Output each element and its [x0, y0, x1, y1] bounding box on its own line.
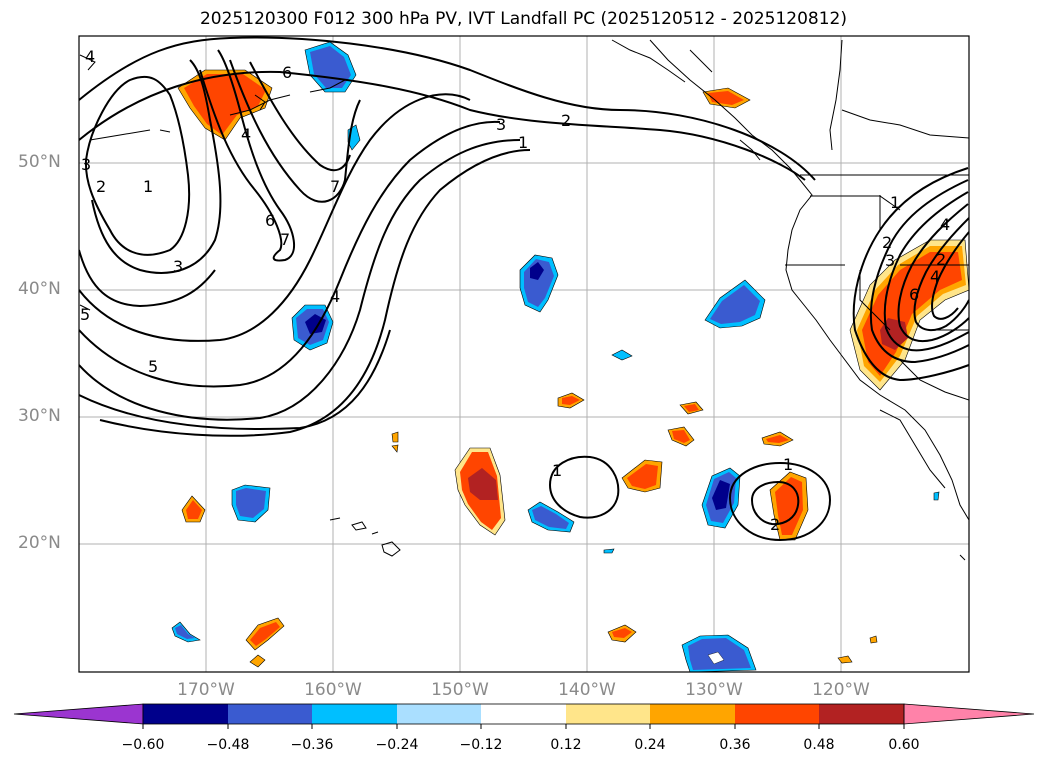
colorbar-tick-label: 0.36 — [719, 737, 751, 753]
colorbar-tick-label: −0.60 — [121, 737, 165, 753]
lat-label-50n: 50°N — [18, 152, 61, 172]
colorbar-bin — [735, 704, 819, 724]
pv-positive-anomalies — [177, 69, 969, 668]
svg-text:4: 4 — [930, 267, 940, 286]
colorbar-tick-label: −0.24 — [375, 737, 419, 753]
svg-text:3: 3 — [173, 257, 183, 276]
colorbar-extend-high — [903, 703, 1035, 725]
svg-text:1: 1 — [518, 133, 528, 152]
svg-text:7: 7 — [330, 177, 340, 196]
svg-text:5: 5 — [80, 305, 90, 324]
colorbar-bin — [566, 704, 650, 724]
pv-negative-anomalies — [171, 41, 940, 672]
svg-text:1: 1 — [890, 193, 900, 212]
svg-text:2: 2 — [96, 177, 106, 196]
colorbar-bin — [228, 704, 312, 724]
svg-text:7: 7 — [280, 230, 290, 249]
svg-text:2: 2 — [936, 250, 946, 269]
lon-label-170w: 170°W — [177, 680, 235, 700]
svg-text:2: 2 — [882, 233, 892, 252]
lat-label-40n: 40°N — [18, 279, 61, 299]
svg-text:4: 4 — [330, 287, 340, 306]
svg-text:2: 2 — [561, 111, 571, 130]
svg-text:3: 3 — [496, 115, 506, 134]
colorbar — [13, 703, 1035, 729]
colorbar-bin — [481, 704, 566, 724]
svg-text:6: 6 — [909, 285, 919, 304]
lon-label-120w: 120°W — [812, 680, 870, 700]
svg-text:4: 4 — [241, 125, 251, 144]
svg-text:3: 3 — [885, 251, 895, 270]
lon-label-130w: 130°W — [685, 680, 743, 700]
colorbar-tick-label: 0.60 — [888, 737, 920, 753]
lon-label-160w: 160°W — [304, 680, 362, 700]
islands — [79, 54, 401, 557]
colorbar-tick-label: 0.24 — [634, 737, 666, 753]
svg-text:5: 5 — [148, 357, 158, 376]
lat-label-30n: 30°N — [18, 406, 61, 426]
colorbar-tick-label: −0.48 — [206, 737, 250, 753]
colorbar-bin — [650, 704, 735, 724]
colorbar-bin — [397, 704, 481, 724]
colorbar-bin — [312, 704, 397, 724]
svg-text:4: 4 — [85, 47, 95, 66]
colorbar-tick-label: −0.36 — [290, 737, 334, 753]
svg-text:1: 1 — [783, 455, 793, 474]
svg-text:2: 2 — [770, 515, 780, 534]
map-frame — [78, 35, 970, 673]
lon-label-140w: 140°W — [558, 680, 616, 700]
svg-text:6: 6 — [265, 211, 275, 230]
lat-label-20n: 20°N — [18, 533, 61, 553]
colorbar-tick-label: 0.48 — [803, 737, 835, 753]
colorbar-bin — [143, 704, 228, 724]
svg-text:3: 3 — [81, 155, 91, 174]
colorbar-bin — [819, 704, 904, 724]
svg-text:4: 4 — [940, 215, 950, 234]
ivt-contours — [79, 36, 969, 542]
svg-text:6: 6 — [282, 63, 292, 82]
colorbar-extend-low — [13, 703, 144, 725]
colorbar-tick-label: −0.12 — [459, 737, 503, 753]
map-title: 2025120300 F012 300 hPa PV, IVT Landfall… — [199, 9, 847, 29]
colorbar-tick-label: 0.12 — [550, 737, 582, 753]
contour-labels: 4 3 2 1 3 5 5 4 6 6 7 7 4 3 2 1 1 2 3 6 … — [80, 47, 950, 534]
svg-text:1: 1 — [552, 461, 562, 480]
lon-label-150w: 150°W — [431, 680, 489, 700]
svg-text:1: 1 — [143, 177, 153, 196]
